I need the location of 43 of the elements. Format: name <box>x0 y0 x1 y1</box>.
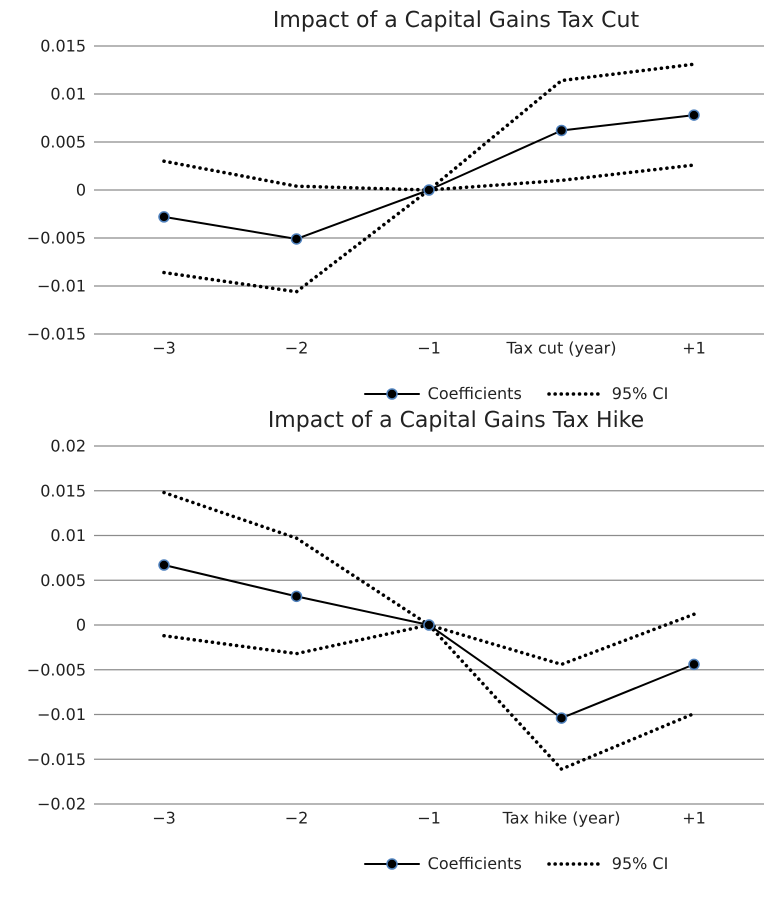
y-tick-label: −0.01 <box>36 276 86 296</box>
x-tick-label: −1 <box>417 808 441 828</box>
legend-label: 95% CI <box>612 854 668 873</box>
point <box>688 109 700 121</box>
point <box>158 211 170 223</box>
chart-title: Impact of a Capital Gains Tax Hike <box>266 408 646 435</box>
line-series <box>162 62 696 294</box>
y-tick-label: −0.015 <box>26 324 86 344</box>
point <box>556 712 568 724</box>
legend-label: Coefficients <box>428 384 522 403</box>
x-tick-label: −2 <box>284 808 308 828</box>
y-tick-label: −0.015 <box>26 750 86 769</box>
x-tick-label: +1 <box>682 808 706 828</box>
y-tick-label: 0.01 <box>50 526 86 546</box>
point <box>423 184 435 196</box>
point <box>290 233 302 245</box>
y-tick-label: −0.005 <box>26 228 86 248</box>
x-tick-label: −2 <box>284 338 308 358</box>
point <box>290 590 302 602</box>
y-tick-label: 0.015 <box>40 36 86 56</box>
x-tick-label: Tax hike (year) <box>502 808 620 828</box>
y-tick-label: 0.005 <box>40 570 86 590</box>
point <box>158 559 170 571</box>
x-tick-label: +1 <box>682 338 706 358</box>
point <box>423 619 435 631</box>
y-tick-label: 0.02 <box>50 436 86 456</box>
point <box>556 124 568 136</box>
y-tick-label: −0.01 <box>36 705 86 724</box>
y-tick-label: 0 <box>76 616 86 635</box>
x-tick-label: −3 <box>152 808 176 828</box>
x-tick-label: −1 <box>417 338 441 358</box>
y-tick-label: 0.01 <box>50 84 86 104</box>
y-tick-label: 0.005 <box>40 132 86 152</box>
chart-title: Impact of a Capital Gains Tax Cut <box>272 8 640 35</box>
y-tick-label: 0 <box>76 180 86 200</box>
x-tick-label: Tax cut (year) <box>506 338 616 358</box>
legend-label: 95% CI <box>612 384 668 403</box>
point <box>688 658 700 670</box>
x-tick-label: −3 <box>152 338 176 358</box>
y-tick-label: −0.02 <box>36 794 86 814</box>
y-tick-label: −0.005 <box>26 660 86 680</box>
y-tick-label: 0.015 <box>40 481 86 500</box>
legend-label: Coefficients <box>428 854 522 873</box>
